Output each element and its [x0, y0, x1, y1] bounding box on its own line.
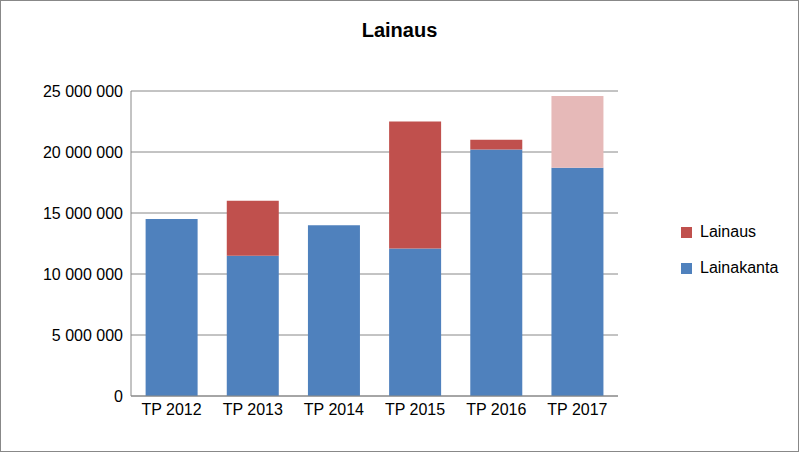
svg-text:0: 0 — [114, 388, 123, 405]
svg-text:TP 2013: TP 2013 — [223, 401, 283, 418]
svg-text:TP 2017: TP 2017 — [547, 401, 607, 418]
html-text:Lainaus: Lainaus — [700, 223, 756, 240]
svg-text:TP 2012: TP 2012 — [141, 401, 201, 418]
html-text:Lainakanta: Lainakanta — [700, 259, 779, 276]
svg-text:20 000 000: 20 000 000 — [43, 144, 123, 161]
svg-text:5 000 000: 5 000 000 — [52, 327, 123, 344]
svg-text:TP 2014: TP 2014 — [304, 401, 364, 418]
svg-text:10 000 000: 10 000 000 — [43, 266, 123, 283]
svg-text:25 000 000: 25 000 000 — [43, 83, 123, 100]
svg-text:TP 2015: TP 2015 — [385, 401, 445, 418]
html-text:Lainaus: Lainaus — [361, 19, 438, 41]
svg-text:TP 2016: TP 2016 — [466, 401, 526, 418]
svg-text:15 000 000: 15 000 000 — [43, 205, 123, 222]
